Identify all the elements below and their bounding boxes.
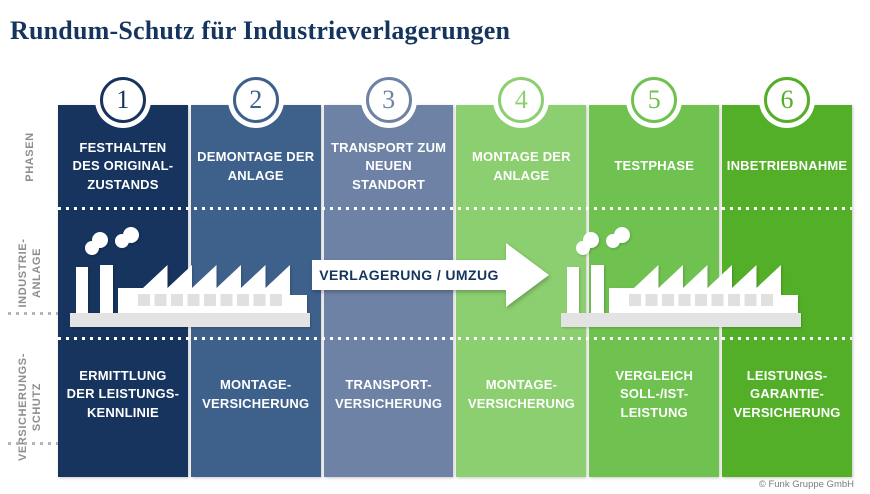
insurance-label: TRANSPORT- VERSICHERUNG: [335, 377, 443, 411]
arrow-shape: [312, 243, 549, 307]
insurance-label: LEISTUNGS- GARANTIE- VERSICHERUNG: [733, 368, 841, 420]
phase-number: 1: [116, 85, 130, 114]
dotted-separator-bottom: [58, 337, 852, 340]
phase-label: DEMONTAGE DER ANLAGE: [197, 149, 315, 183]
phase-board: 1 FESTHALTEN DES ORIGINAL- ZUSTANDS ERMI…: [58, 77, 852, 477]
relocation-arrow: VERLAGERUNG / UMZUG: [312, 243, 549, 307]
dotted-separator-left-bottom: [8, 442, 58, 445]
phase-number-badge: 2: [232, 77, 279, 123]
phase-number: 3: [382, 85, 396, 114]
phase-label: INBETRIEBNAHME: [726, 158, 848, 174]
row-label-industrieanlage: INDUSTRIE- ANLAGE: [17, 238, 43, 308]
dotted-separator-top: [58, 207, 852, 210]
page-title: Rundum-Schutz für Industrieverlagerungen: [10, 16, 511, 45]
insurance-label: ERMITTLUNG DER LEISTUNGS- KENNLINIE: [66, 368, 180, 420]
phase-number-badge: 5: [631, 77, 678, 123]
phase-column-3: 3 TRANSPORT ZUM NEUEN STANDORT TRANSPORT…: [323, 77, 454, 477]
phase-number-badge: 6: [764, 77, 811, 123]
factory-icon-original: [70, 227, 310, 327]
insurance-label: VERGLEICH SOLL-/IST- LEISTUNG: [615, 368, 694, 420]
copyright-notice: © Funk Gruppe GmbH: [758, 479, 854, 490]
phase-label: TRANSPORT ZUM NEUEN STANDORT: [330, 140, 447, 192]
phase-number: 5: [647, 85, 661, 114]
phase-number-badge: 3: [365, 77, 412, 123]
row-label-versicherungsschutz: VERSICHERUNGS- SCHUTZ: [17, 352, 43, 462]
insurance-label: MONTAGE- VERSICHERUNG: [467, 377, 575, 411]
insurance-label: MONTAGE- VERSICHERUNG: [202, 377, 310, 411]
phase-label: FESTHALTEN DES ORIGINAL- ZUSTANDS: [72, 140, 174, 192]
phase-number-badge: 1: [99, 77, 146, 123]
phase-number: 2: [249, 85, 263, 114]
dotted-separator-left-top: [8, 312, 58, 315]
phase-label: MONTAGE DER ANLAGE: [472, 149, 571, 183]
phase-label: TESTPHASE: [614, 158, 695, 174]
factory-icon-relocated: [561, 227, 801, 327]
relocation-arrow-label: VERLAGERUNG / UMZUG: [319, 267, 499, 283]
phase-number: 4: [514, 85, 528, 114]
phase-number: 6: [780, 85, 794, 114]
phase-number-badge: 4: [498, 77, 545, 123]
